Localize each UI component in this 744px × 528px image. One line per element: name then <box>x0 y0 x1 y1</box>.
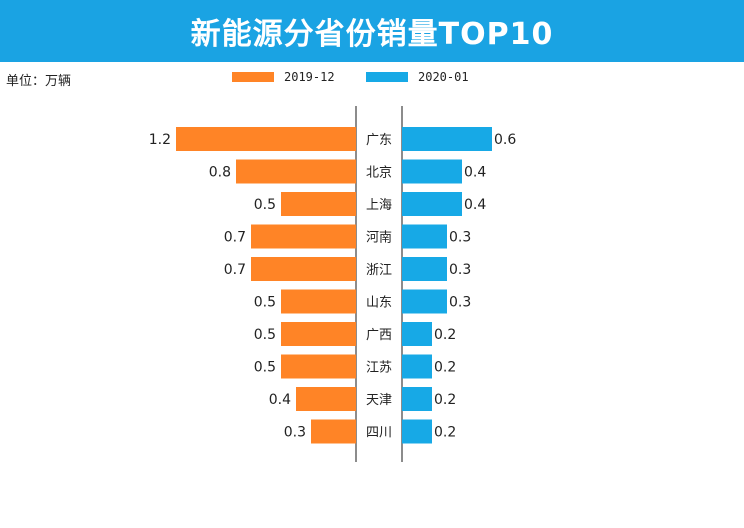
title-bar: 新能源分省份销量TOP10 <box>0 0 744 62</box>
category-label-5: 山东 <box>366 296 392 311</box>
label-2020-01-3: 0.3 <box>449 230 471 246</box>
bar-2019-12-1 <box>236 159 356 184</box>
legend-item-2020-01: 2020-01 <box>366 69 469 85</box>
category-label-6: 广西 <box>366 328 392 343</box>
label-2019-12-9: 0.3 <box>284 425 306 441</box>
category-label-9: 四川 <box>366 426 392 441</box>
bar-2019-12-7 <box>281 354 356 379</box>
category-label-4: 浙江 <box>366 263 392 278</box>
label-2019-12-0: 1.2 <box>149 132 171 148</box>
legend-item-2019-12: 2019-12 <box>232 69 335 85</box>
category-label-1: 北京 <box>366 166 392 181</box>
label-2020-01-9: 0.2 <box>434 425 456 441</box>
bar-2020-01-3 <box>402 224 447 249</box>
bar-2020-01-1 <box>402 159 462 184</box>
bar-2019-12-8 <box>296 387 356 411</box>
chart-title: 新能源分省份销量TOP10 <box>190 17 554 52</box>
legend-label-2019-12: 2019-12 <box>284 70 335 84</box>
bar-2019-12-5 <box>281 289 356 314</box>
unit-label: 单位：万辆 <box>6 74 72 89</box>
bar-2019-12-3 <box>251 224 356 249</box>
bar-2020-01-8 <box>402 387 432 411</box>
bar-2019-12-0 <box>176 127 356 151</box>
label-2019-12-5: 0.5 <box>254 295 276 311</box>
label-2019-12-8: 0.4 <box>269 392 291 408</box>
label-2020-01-4: 0.3 <box>449 262 471 278</box>
label-2020-01-2: 0.4 <box>464 197 486 213</box>
bar-2019-12-4 <box>251 257 356 281</box>
label-2020-01-5: 0.3 <box>449 295 471 311</box>
legend-swatch-2020-01 <box>366 72 408 82</box>
label-2020-01-1: 0.4 <box>464 165 486 181</box>
label-2019-12-4: 0.7 <box>224 262 246 278</box>
bar-2020-01-7 <box>402 354 432 379</box>
bar-2020-01-4 <box>402 257 447 281</box>
category-label-3: 河南 <box>366 230 392 246</box>
category-label-7: 江苏 <box>366 360 392 376</box>
category-label-0: 广东 <box>366 133 392 148</box>
label-2020-01-7: 0.2 <box>434 360 456 376</box>
label-2020-01-6: 0.2 <box>434 327 456 343</box>
bar-2020-01-5 <box>402 289 447 314</box>
legend-label-2020-01: 2020-01 <box>418 70 469 84</box>
bar-2020-01-6 <box>402 322 432 346</box>
legend-swatch-2019-12 <box>232 72 274 82</box>
label-2020-01-8: 0.2 <box>434 392 456 408</box>
bar-2020-01-2 <box>402 192 462 216</box>
label-2020-01-0: 0.6 <box>494 132 516 148</box>
label-2019-12-3: 0.7 <box>224 230 246 246</box>
label-2019-12-6: 0.5 <box>254 327 276 343</box>
bar-2019-12-2 <box>281 192 356 216</box>
bar-2020-01-9 <box>402 419 432 444</box>
label-2019-12-2: 0.5 <box>254 197 276 213</box>
category-label-2: 上海 <box>366 198 392 213</box>
bar-2019-12-9 <box>311 419 356 444</box>
category-label-8: 天津 <box>366 393 392 408</box>
label-2019-12-7: 0.5 <box>254 360 276 376</box>
bar-2020-01-0 <box>402 127 492 151</box>
bar-2019-12-6 <box>281 322 356 346</box>
label-2019-12-1: 0.8 <box>209 165 231 181</box>
